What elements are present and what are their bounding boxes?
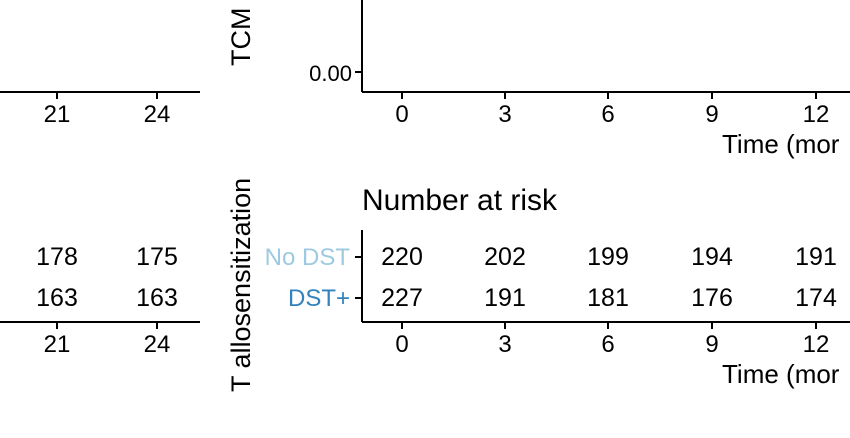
- x-tick-label: 6: [601, 101, 614, 128]
- x-axis-title: Time (mor: [722, 129, 840, 159]
- x-tick-label: 9: [705, 331, 718, 358]
- risk-count: 191: [795, 243, 837, 271]
- y-tick-label: 0.00: [309, 61, 352, 86]
- risk-count: 163: [36, 284, 78, 312]
- x-tick-label: 21: [44, 331, 71, 358]
- x-tick-label: 0: [395, 101, 408, 128]
- risk-row-label: DST+: [288, 285, 350, 312]
- risk-count: 227: [381, 284, 423, 312]
- risk-table-side-label: T allosensitization: [226, 178, 256, 392]
- risk-table-title: Number at risk: [362, 184, 558, 217]
- x-axis-title: Time (mor: [722, 359, 840, 389]
- risk-count: 202: [484, 243, 526, 271]
- x-tick-label: 24: [144, 101, 171, 128]
- risk-count: 191: [484, 284, 526, 312]
- x-tick-label: 24: [144, 331, 171, 358]
- x-tick-label: 21: [44, 101, 71, 128]
- risk-count: 178: [36, 243, 78, 271]
- risk-count: 163: [136, 284, 178, 312]
- right-risk-table-panel: Number at risk T allosensitization No DS…: [226, 178, 850, 392]
- x-tick-label: 0: [395, 331, 408, 358]
- risk-row-label: No DST: [265, 244, 351, 271]
- risk-count: 176: [691, 284, 733, 312]
- left-risk-table-panel: 178 175 163 163 21 24: [0, 243, 200, 358]
- x-tick-label: 3: [498, 101, 511, 128]
- x-tick-label: 3: [498, 331, 511, 358]
- x-tick-label: 12: [803, 101, 830, 128]
- risk-count: 220: [381, 243, 423, 271]
- risk-count: 175: [136, 243, 178, 271]
- left-survival-panel: 21 24: [0, 91, 200, 128]
- risk-count: 199: [587, 243, 629, 271]
- x-tick-label: 9: [705, 101, 718, 128]
- risk-count: 181: [587, 284, 629, 312]
- risk-count: 194: [691, 243, 733, 271]
- x-tick-label: 12: [803, 331, 830, 358]
- y-axis-title: TCM: [226, 8, 256, 66]
- risk-count: 174: [795, 284, 837, 312]
- x-tick-label: 6: [601, 331, 614, 358]
